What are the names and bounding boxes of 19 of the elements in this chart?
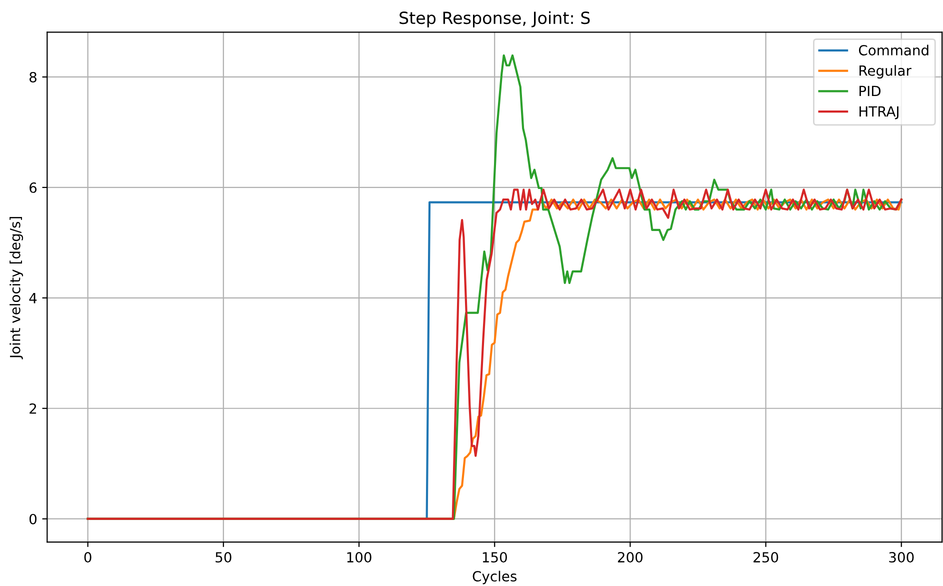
y-tick-label: 8: [30, 72, 36, 82]
chart-title: Step Response, Joint: S: [400, 11, 590, 28]
y-axis-title: Joint velocity [deg/s]: [10, 216, 24, 360]
x-tick-label: 100: [347, 552, 372, 563]
legend-label: PID: [860, 86, 881, 96]
y-tick-label: 6: [30, 182, 37, 193]
x-tick-label: 200: [618, 552, 643, 563]
x-tick-label: 0: [84, 552, 92, 563]
y-tick-label: 0: [30, 514, 37, 524]
legend-label: HTRAJ: [860, 106, 898, 120]
x-axis-title: Cycles: [472, 570, 517, 584]
y-tick-label: 4: [29, 293, 37, 304]
x-tick-label: 300: [889, 552, 914, 563]
x-tick-label: 150: [482, 552, 507, 563]
legend-label: Command: [858, 44, 928, 56]
y-tick-label: 2: [30, 403, 36, 414]
legend-label: Regular: [860, 65, 912, 79]
x-tick-label: 50: [216, 552, 232, 563]
x-tick-label: 250: [754, 552, 778, 563]
